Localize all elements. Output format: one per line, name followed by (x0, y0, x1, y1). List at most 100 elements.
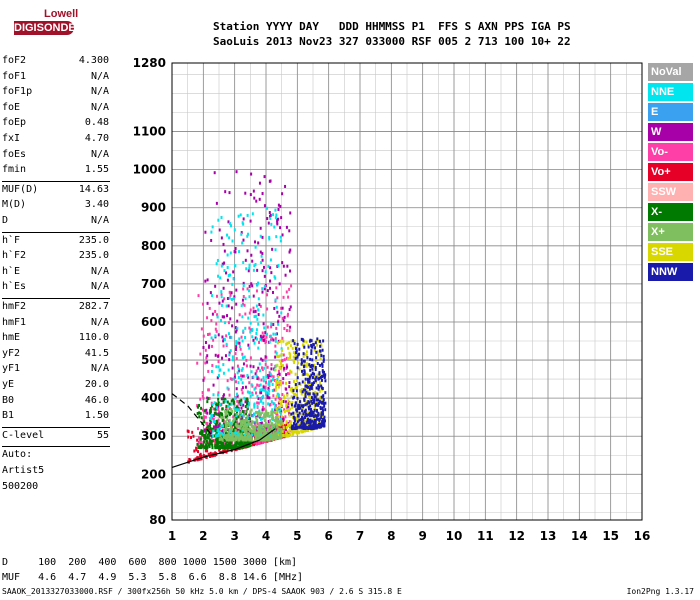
legend-item-vo: Vo+ (648, 163, 693, 181)
echo-point-x (260, 435, 263, 439)
echo-point-w (268, 211, 271, 215)
echo-point-nne (271, 382, 274, 386)
echo-point-nne (226, 265, 229, 269)
echo-point-vo (236, 364, 239, 368)
param-row: foE N/A (2, 102, 109, 116)
echo-point-w (206, 396, 209, 400)
echo-point-vo (261, 405, 264, 409)
echo-point-x (244, 427, 247, 431)
echo-point-sse (304, 401, 307, 405)
echo-point-nne (256, 394, 259, 398)
echo-point-nne (212, 429, 215, 433)
param-name: hmF1 (2, 316, 27, 328)
echo-point-x (206, 425, 209, 429)
echo-point-vo (274, 350, 277, 354)
param-name: M(D) (2, 199, 27, 211)
echo-point-nne (279, 235, 282, 239)
echo-point-x (230, 424, 233, 428)
echo-point-w (233, 375, 236, 379)
echo-point-sse (319, 412, 322, 416)
echo-point-nne (220, 215, 223, 219)
echo-point-nnw (298, 347, 301, 351)
echo-point-nnw (311, 364, 314, 368)
echo-point-vo (249, 308, 252, 312)
echo-point-nne (220, 295, 223, 299)
echo-point-w (269, 179, 272, 183)
echo-point-vo (202, 433, 205, 437)
echo-point-w (278, 372, 281, 376)
param-value: N/A (90, 101, 109, 113)
echo-point-nne (268, 235, 271, 239)
echo-point-nne (210, 369, 213, 373)
param-row: hmF1 N/A (2, 317, 109, 331)
echo-point-nne (256, 283, 259, 287)
echo-point-nnw (296, 405, 299, 409)
echo-point-w (262, 322, 265, 326)
echo-point-x (232, 446, 235, 450)
echo-point-nne (262, 313, 265, 317)
echo-point-nnw (302, 352, 305, 356)
echo-point-vo (276, 296, 279, 300)
echo-point-nnw (323, 370, 326, 374)
echo-point-vo (283, 358, 286, 362)
echo-point-nne (225, 342, 228, 346)
param-name: yE (2, 379, 15, 390)
echo-point-nnw (311, 358, 314, 362)
echo-point-w (206, 354, 209, 358)
echo-point-sse (279, 383, 282, 387)
echo-point-x (236, 425, 239, 429)
echo-point-nne (248, 263, 251, 267)
echo-point-x (263, 427, 266, 431)
echo-point-w (234, 247, 237, 251)
echo-point-nne (250, 370, 253, 374)
echo-point-vo (206, 449, 209, 453)
plot-frame (171, 62, 643, 521)
echo-point-nne (228, 296, 231, 300)
echo-point-sse (305, 372, 308, 376)
echo-point-w (262, 338, 265, 342)
echo-point-x (237, 415, 240, 419)
echo-point-nne (229, 422, 232, 426)
echo-point-x (255, 416, 258, 420)
echo-point-sse (274, 388, 277, 392)
echo-point-nne (277, 322, 280, 326)
echo-point-nnw (295, 389, 298, 393)
echo-point-nnw (305, 421, 308, 425)
echo-point-x (211, 443, 214, 447)
echo-point-nne (253, 315, 256, 319)
echo-point-vo (212, 417, 215, 421)
echo-point-x (198, 431, 201, 435)
echo-point-sse (316, 343, 319, 347)
version-label: Ion2Png 1.3.17 (626, 587, 694, 596)
echo-point-sse (313, 363, 316, 367)
echo-point-w (255, 199, 258, 203)
echo-point-x (255, 434, 258, 438)
echo-point-w (254, 372, 257, 376)
echo-point-w (285, 373, 288, 377)
echo-point-w (273, 388, 276, 392)
footer-muf-row: MUF 4.6 4.7 4.9 5.3 5.8 6.6 8.8 14.6 [MH… (2, 572, 304, 583)
echo-point-vo (215, 294, 218, 298)
echo-point-w (250, 253, 253, 257)
echo-point-vo (217, 443, 220, 447)
echo-point-x (226, 443, 229, 447)
echo-point-sse (285, 408, 288, 412)
echo-point-vo (290, 284, 293, 288)
echo-point-nnw (317, 398, 320, 402)
echo-point-nne (229, 430, 232, 434)
echo-point-nne (234, 396, 237, 400)
echo-point-vo (274, 337, 277, 341)
echo-point-nne (279, 408, 282, 412)
echo-point-w (234, 330, 237, 334)
echo-point-nne (267, 382, 270, 386)
echo-point-nne (233, 432, 236, 436)
echo-point-nne (247, 232, 250, 236)
echo-point-nnw (322, 373, 325, 377)
echo-point-sse (277, 381, 280, 385)
echo-point-vo (281, 358, 284, 362)
echo-point-nnw (310, 399, 313, 403)
x-tick-label: 2 (199, 529, 207, 543)
echo-point-x (261, 425, 264, 429)
echo-point-vo (208, 306, 211, 310)
echo-point-w (249, 420, 252, 424)
